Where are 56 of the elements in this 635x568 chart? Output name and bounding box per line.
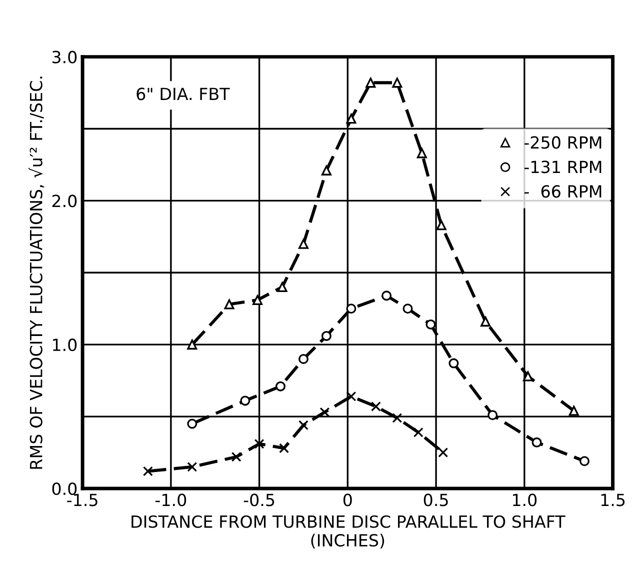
point xyxy=(568,406,579,416)
point xyxy=(187,418,198,429)
point xyxy=(522,371,533,382)
point xyxy=(448,358,459,368)
point xyxy=(224,299,234,310)
point xyxy=(392,78,402,88)
y-tick-label: 1.0 xyxy=(53,338,77,352)
y-tick-label: 2.0 xyxy=(52,194,77,208)
point xyxy=(346,391,356,402)
point xyxy=(252,294,263,305)
point xyxy=(187,340,198,350)
annotation: 6" DIA. FBT xyxy=(136,88,230,100)
point xyxy=(298,420,308,430)
x-axis-title: DISTANCE FROM TURBINE DISC PARALLEL TO SHAFT (INCHES) xyxy=(132,515,566,549)
point xyxy=(298,354,308,364)
point xyxy=(254,438,264,449)
x-tick-label: 0.5 xyxy=(424,494,448,506)
y-tick-label: 0.0 xyxy=(52,482,77,496)
point xyxy=(321,330,332,341)
point xyxy=(438,448,448,458)
point xyxy=(413,427,424,438)
x-tick-label: -1.5 xyxy=(67,494,98,506)
point xyxy=(346,304,356,314)
point xyxy=(366,78,376,88)
point xyxy=(187,462,198,472)
point xyxy=(142,466,153,476)
point xyxy=(277,282,288,292)
point xyxy=(240,396,250,406)
point xyxy=(320,407,330,418)
point xyxy=(488,410,498,420)
point xyxy=(382,290,392,301)
point xyxy=(416,148,427,158)
y-axis-title: RMS OF VELOCITY FLUCTUATIONS, √u′² FT./SEC. xyxy=(28,76,44,469)
legend-label: -250 RPM xyxy=(524,136,602,149)
point xyxy=(276,381,286,392)
point xyxy=(346,114,356,124)
point xyxy=(426,319,436,330)
legend-label: - 66 RPM xyxy=(524,185,602,198)
x-tick-label: -0.5 xyxy=(244,494,274,506)
x-tick-label: 0 xyxy=(343,494,352,506)
y-tick-label: 3.0 xyxy=(52,50,77,64)
point xyxy=(532,437,542,448)
point xyxy=(480,316,491,327)
legend-label: -131 RPM xyxy=(524,160,602,174)
x-tick-label: 1.0 xyxy=(512,494,537,506)
point xyxy=(402,304,413,314)
point xyxy=(370,401,381,412)
point xyxy=(392,412,402,423)
point xyxy=(436,220,446,230)
point xyxy=(298,238,308,249)
point xyxy=(579,456,590,466)
point xyxy=(231,452,242,462)
x-tick-label: -1.0 xyxy=(155,494,186,506)
point xyxy=(321,165,332,176)
x-tick-label: 1.5 xyxy=(601,494,625,506)
point xyxy=(279,443,290,454)
